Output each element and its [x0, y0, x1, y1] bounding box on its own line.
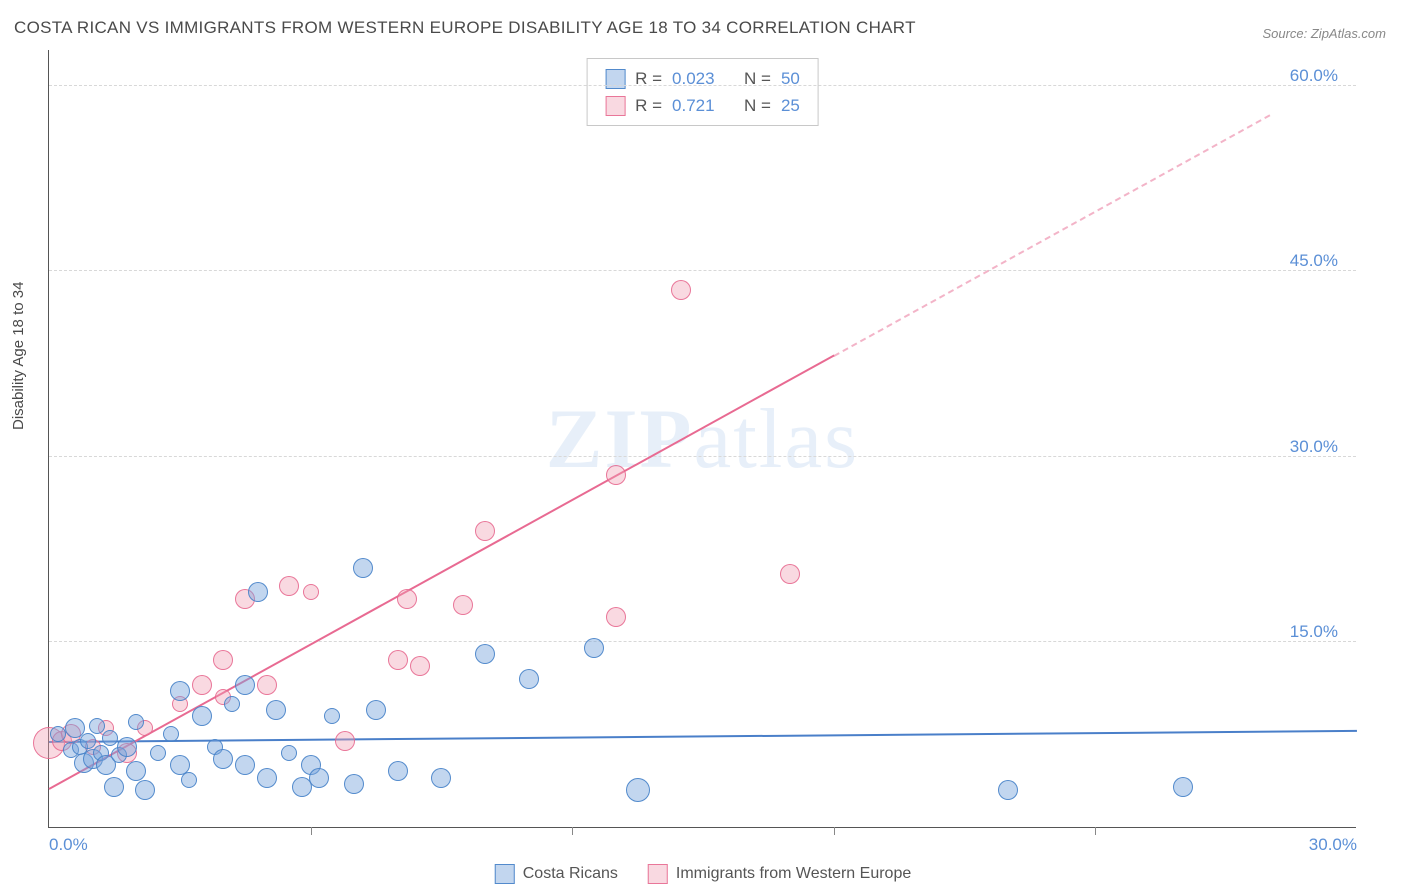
- legend-stats-box: R = 0.023 N = 50 R = 0.721 N = 25: [586, 58, 819, 126]
- xtick-mark: [834, 827, 835, 835]
- scatter-point-pink: [279, 576, 299, 596]
- scatter-point-pink: [335, 731, 355, 751]
- watermark: ZIPatlas: [546, 390, 859, 488]
- xtick-label: 0.0%: [49, 835, 88, 855]
- ytick-label: 30.0%: [1290, 437, 1338, 457]
- scatter-point-blue: [163, 726, 179, 742]
- scatter-point-blue: [475, 644, 495, 664]
- scatter-point-blue: [104, 777, 124, 797]
- xtick-mark: [572, 827, 573, 835]
- scatter-point-blue: [128, 714, 144, 730]
- gridline-h: [49, 456, 1356, 457]
- scatter-point-blue: [353, 558, 373, 578]
- scatter-point-blue: [281, 745, 297, 761]
- ytick-label: 15.0%: [1290, 622, 1338, 642]
- scatter-point-pink: [475, 521, 495, 541]
- scatter-point-pink: [780, 564, 800, 584]
- scatter-point-blue: [135, 780, 155, 800]
- scatter-point-pink: [397, 589, 417, 609]
- scatter-point-blue: [150, 745, 166, 761]
- scatter-point-pink: [303, 584, 319, 600]
- trend-line-blue: [49, 730, 1357, 743]
- scatter-point-pink: [671, 280, 691, 300]
- ytick-label: 45.0%: [1290, 251, 1338, 271]
- ytick-label: 60.0%: [1290, 66, 1338, 86]
- scatter-point-blue: [519, 669, 539, 689]
- chart-title: COSTA RICAN VS IMMIGRANTS FROM WESTERN E…: [14, 18, 916, 38]
- swatch-pink-icon: [648, 864, 668, 884]
- legend-blue-label: Costa Ricans: [523, 865, 618, 883]
- gridline-h: [49, 85, 1356, 86]
- scatter-point-blue: [626, 778, 650, 802]
- scatter-point-blue: [181, 772, 197, 788]
- gridline-h: [49, 270, 1356, 271]
- scatter-point-blue: [170, 681, 190, 701]
- source-name: ZipAtlas.com: [1311, 26, 1386, 41]
- scatter-point-blue: [309, 768, 329, 788]
- scatter-point-blue: [126, 761, 146, 781]
- r-label: R =: [635, 92, 662, 119]
- scatter-point-blue: [324, 708, 340, 724]
- swatch-pink-icon: [605, 96, 625, 116]
- scatter-point-pink: [192, 675, 212, 695]
- scatter-point-pink: [257, 675, 277, 695]
- scatter-point-blue: [257, 768, 277, 788]
- n-label: N =: [744, 65, 771, 92]
- scatter-point-pink: [410, 656, 430, 676]
- legend-item-blue: Costa Ricans: [495, 864, 618, 884]
- scatter-point-blue: [388, 761, 408, 781]
- scatter-point-pink: [453, 595, 473, 615]
- swatch-blue-icon: [495, 864, 515, 884]
- plot-area: ZIPatlas R = 0.023 N = 50 R = 0.721 N = …: [48, 50, 1356, 828]
- pink-r-value: 0.721: [672, 92, 715, 119]
- scatter-point-blue: [192, 706, 212, 726]
- scatter-point-blue: [102, 730, 118, 746]
- pink-n-value: 25: [781, 92, 800, 119]
- scatter-point-blue: [584, 638, 604, 658]
- blue-n-value: 50: [781, 65, 800, 92]
- scatter-point-pink: [606, 607, 626, 627]
- legend-stats-row-blue: R = 0.023 N = 50: [605, 65, 800, 92]
- scatter-point-pink: [213, 650, 233, 670]
- scatter-point-blue: [235, 755, 255, 775]
- scatter-point-blue: [117, 737, 137, 757]
- scatter-point-blue: [266, 700, 286, 720]
- source-prefix: Source:: [1262, 26, 1310, 41]
- legend-item-pink: Immigrants from Western Europe: [648, 864, 911, 884]
- xtick-mark: [1095, 827, 1096, 835]
- scatter-point-blue: [344, 774, 364, 794]
- trend-line-pink-solid: [49, 355, 835, 790]
- xtick-label: 30.0%: [1309, 835, 1357, 855]
- y-axis-label: Disability Age 18 to 34: [10, 282, 27, 430]
- source-label: Source: ZipAtlas.com: [1262, 26, 1386, 41]
- scatter-point-blue: [50, 726, 66, 742]
- legend-pink-label: Immigrants from Western Europe: [676, 865, 911, 883]
- scatter-point-blue: [80, 733, 96, 749]
- legend-stats-row-pink: R = 0.721 N = 25: [605, 92, 800, 119]
- scatter-point-blue: [366, 700, 386, 720]
- scatter-point-blue: [1173, 777, 1193, 797]
- watermark-light: atlas: [693, 392, 859, 486]
- scatter-point-blue: [431, 768, 451, 788]
- scatter-point-blue: [248, 582, 268, 602]
- scatter-point-pink: [606, 465, 626, 485]
- n-label: N =: [744, 92, 771, 119]
- scatter-point-blue: [998, 780, 1018, 800]
- bottom-legend: Costa Ricans Immigrants from Western Eur…: [495, 864, 912, 884]
- xtick-mark: [311, 827, 312, 835]
- scatter-point-pink: [388, 650, 408, 670]
- trend-line-pink-dash: [833, 114, 1270, 357]
- scatter-point-blue: [213, 749, 233, 769]
- gridline-h: [49, 641, 1356, 642]
- blue-r-value: 0.023: [672, 65, 715, 92]
- scatter-point-blue: [89, 718, 105, 734]
- scatter-point-blue: [235, 675, 255, 695]
- scatter-point-blue: [224, 696, 240, 712]
- r-label: R =: [635, 65, 662, 92]
